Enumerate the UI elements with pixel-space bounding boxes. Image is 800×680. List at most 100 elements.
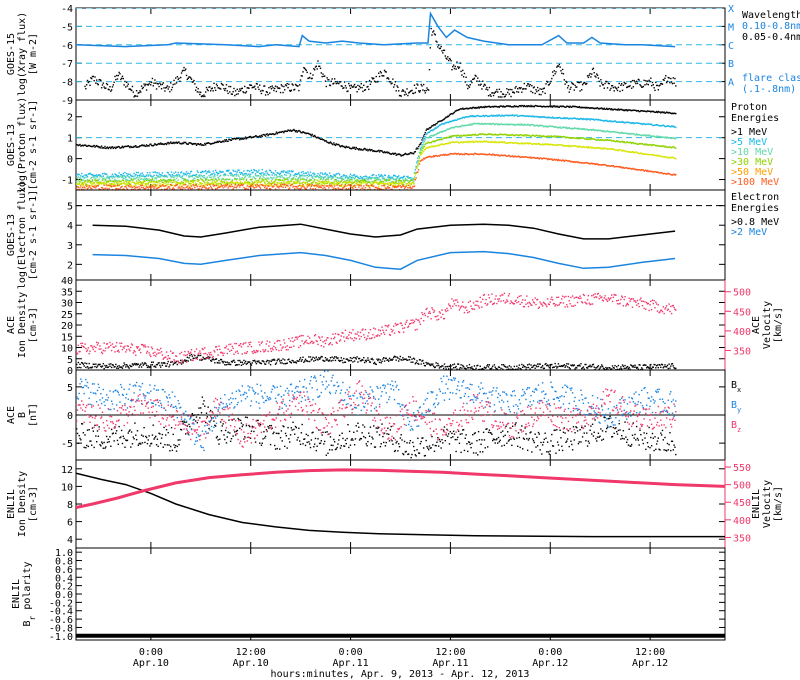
data-point->1 MeV <box>249 135 252 138</box>
data-point-0.05-0.4nm <box>532 87 535 89</box>
data-point-0.05-0.4nm <box>627 85 630 88</box>
flare-class-label: A <box>728 78 734 89</box>
data-point->100 MeV <box>223 184 225 187</box>
data-point->1 MeV <box>655 110 658 113</box>
data-point->100 MeV <box>98 188 100 190</box>
data-point->5 MeV <box>551 116 554 118</box>
data-point->5 MeV <box>235 173 238 175</box>
data-point->100 MeV <box>507 155 509 157</box>
data-point->100 MeV <box>435 154 437 157</box>
data-point->5 MeV <box>665 125 667 128</box>
data-point->10 MeV <box>261 177 263 180</box>
data-point->5 MeV <box>465 116 467 118</box>
data-point->10 MeV <box>230 174 233 176</box>
data-point->10 MeV <box>180 176 182 178</box>
data-point->100 MeV <box>89 186 91 188</box>
data-point->100 MeV <box>130 186 132 188</box>
data-point-0.05-0.4nm <box>467 87 469 90</box>
data-point->10 MeV <box>452 127 455 129</box>
data-point-0.05-0.4nm <box>227 92 229 95</box>
data-point->30 MeV <box>527 134 530 137</box>
data-point->1 MeV <box>467 108 470 110</box>
data-point->1 MeV <box>215 141 218 144</box>
data-point->5 MeV <box>630 122 632 125</box>
data-point-0.05-0.4nm <box>592 67 595 70</box>
data-point->100 MeV <box>212 184 214 186</box>
data-point->50 MeV <box>576 146 579 148</box>
data-point->100 MeV <box>541 157 544 160</box>
data-point->100 MeV <box>77 186 80 189</box>
data-point->100 MeV <box>294 185 297 188</box>
data-point->1 MeV <box>201 144 204 146</box>
data-point->50 MeV <box>345 185 347 188</box>
data-point->1 MeV <box>195 144 198 146</box>
data-point->1 MeV <box>472 106 474 109</box>
data-point->30 MeV <box>275 178 278 181</box>
data-point->1 MeV <box>417 147 419 150</box>
data-point->10 MeV <box>315 176 318 178</box>
data-point->10 MeV <box>349 176 352 178</box>
data-point->1 MeV <box>551 106 554 108</box>
data-point->5 MeV <box>596 119 599 121</box>
data-point->100 MeV <box>355 188 357 190</box>
data-point-0.05-0.4nm <box>637 78 640 81</box>
data-point->100 MeV <box>497 154 499 157</box>
data-point->50 MeV <box>189 184 192 186</box>
data-point->100 MeV <box>308 185 310 187</box>
data-point->50 MeV <box>166 183 169 186</box>
data-point->50 MeV <box>494 140 496 143</box>
data-point->100 MeV <box>322 187 324 189</box>
data-point->1 MeV <box>256 136 258 138</box>
data-point->100 MeV <box>317 184 319 186</box>
data-point->1 MeV <box>529 105 531 108</box>
data-point-0.05-0.4nm <box>407 92 410 94</box>
data-point->10 MeV <box>244 176 246 178</box>
data-point-0.05-0.4nm <box>490 95 492 97</box>
data-point->1 MeV <box>492 106 495 108</box>
data-point->100 MeV <box>494 154 496 157</box>
data-point->100 MeV <box>262 184 264 187</box>
data-point-0.05-0.4nm <box>349 87 352 90</box>
data-point->1 MeV <box>394 152 397 155</box>
data-point->1 MeV <box>90 145 93 148</box>
data-point->100 MeV <box>414 179 417 181</box>
data-point-0.05-0.4nm <box>611 85 613 87</box>
data-point->10 MeV <box>512 124 515 126</box>
data-point->100 MeV <box>426 156 428 158</box>
data-point->5 MeV <box>80 172 83 175</box>
data-point->100 MeV <box>431 156 433 158</box>
data-point->100 MeV <box>120 186 122 189</box>
data-point->50 MeV <box>378 183 381 186</box>
data-point->50 MeV <box>626 150 629 153</box>
legend-entry: 0.05-0.4nm <box>742 32 800 43</box>
data-point->5 MeV <box>596 118 598 121</box>
data-point->10 MeV <box>576 127 578 130</box>
data-point-0.05-0.4nm <box>123 84 125 86</box>
data-point->50 MeV <box>669 157 671 159</box>
data-point-0.05-0.4nm <box>264 85 266 87</box>
data-point->10 MeV <box>335 178 337 181</box>
data-point->5 MeV <box>104 173 106 175</box>
data-point->5 MeV <box>318 174 321 176</box>
data-point->10 MeV <box>300 175 303 177</box>
data-point->50 MeV <box>457 142 460 144</box>
data-point->100 MeV <box>437 155 439 157</box>
data-point-0.05-0.4nm <box>195 86 198 89</box>
data-point->100 MeV <box>282 186 284 188</box>
data-point->50 MeV <box>225 180 228 183</box>
data-point->30 MeV <box>502 133 505 136</box>
data-point->50 MeV <box>244 181 246 183</box>
data-point->100 MeV <box>509 155 511 158</box>
data-point->50 MeV <box>589 146 591 148</box>
data-point->5 MeV <box>579 117 581 120</box>
data-point-0.05-0.4nm <box>245 90 248 93</box>
data-point->5 MeV <box>289 173 292 176</box>
data-point->50 MeV <box>621 150 624 152</box>
data-point->50 MeV <box>521 142 523 144</box>
data-point->50 MeV <box>591 146 594 149</box>
data-point->1 MeV <box>185 143 188 145</box>
data-point->5 MeV <box>442 123 445 125</box>
data-point->50 MeV <box>546 143 549 146</box>
data-point->5 MeV <box>669 125 671 128</box>
data-point->50 MeV <box>658 155 660 158</box>
